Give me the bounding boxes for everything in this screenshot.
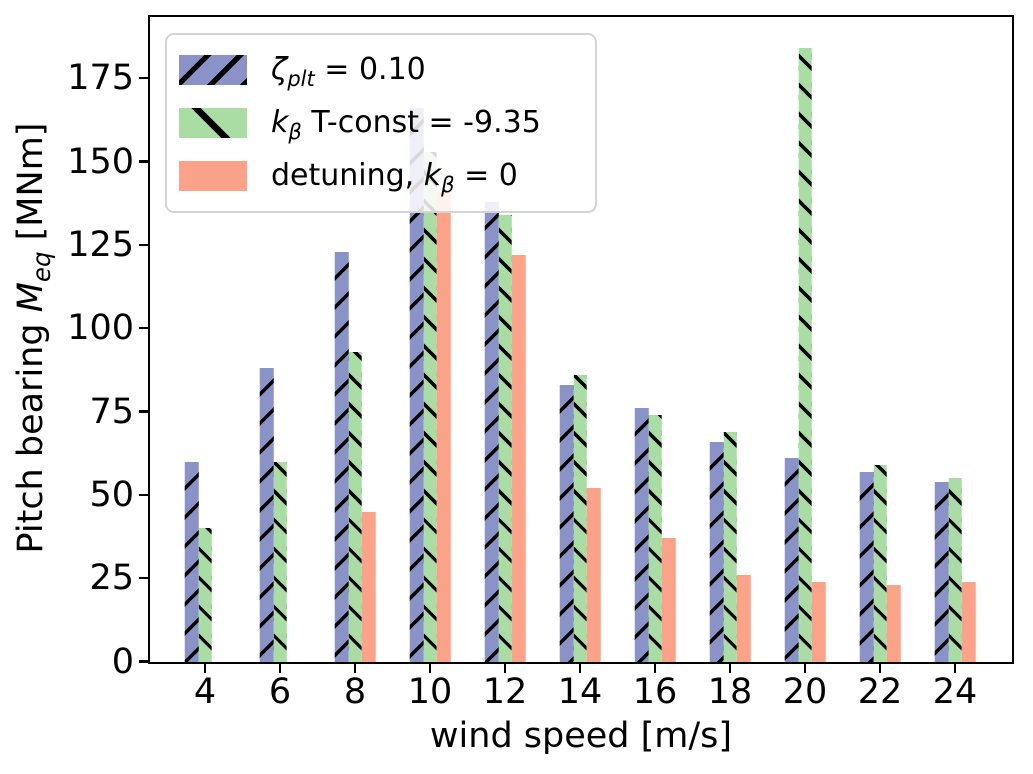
bar-series1-ws18 <box>723 431 737 662</box>
legend-item-zeta-plt: ζplt = 0.10 <box>179 51 583 91</box>
bar-series0-ws12 <box>484 201 499 662</box>
bar-series2-ws14 <box>586 488 601 662</box>
bar-group-6 <box>259 368 301 662</box>
bar-series0-ws14 <box>559 384 574 662</box>
x-tick-18 <box>728 664 732 673</box>
bar-series0-ws10 <box>409 108 424 662</box>
y-tick-label-25: 25 <box>89 558 134 599</box>
y-tick-50 <box>139 493 148 497</box>
y-axis-label-variable: M <box>11 282 51 313</box>
bar-group-20 <box>784 48 826 662</box>
y-tick-150 <box>139 160 148 163</box>
bar-series1-ws4 <box>198 528 212 662</box>
x-tick-label-16: 16 <box>632 672 678 712</box>
legend-swatch-salmon-icon <box>179 161 247 192</box>
y-tick-0 <box>139 660 148 663</box>
bar-series0-ws22 <box>859 471 874 662</box>
bar-series1-ws20 <box>798 48 812 662</box>
x-tick-12 <box>503 664 507 673</box>
bar-series1-ws10 <box>423 151 437 662</box>
y-tick-label-150: 150 <box>67 141 134 182</box>
x-tick-label-10: 10 <box>407 672 453 712</box>
bar-group-12 <box>484 201 526 662</box>
bar-series2-ws10 <box>436 191 451 662</box>
bar-group-4 <box>184 461 226 662</box>
x-tick-label-24: 24 <box>932 672 978 712</box>
y-axis-label-text: Pitch bearing <box>11 312 51 554</box>
bar-series2-ws12 <box>511 254 526 662</box>
bar-series1-ws14 <box>573 374 587 662</box>
y-tick-25 <box>139 576 148 580</box>
x-tick-20 <box>803 664 807 673</box>
bar-series0-ws24 <box>934 481 949 662</box>
y-tick-label-100: 100 <box>67 308 134 349</box>
bar-series1-ws8 <box>348 351 362 662</box>
x-tick-label-12: 12 <box>482 672 528 712</box>
x-tick-label-22: 22 <box>857 672 903 712</box>
bar-group-16 <box>634 408 676 662</box>
bar-group-8 <box>334 251 376 662</box>
x-tick-8 <box>353 664 357 673</box>
x-tick-16 <box>653 664 657 673</box>
legend-label-detuning: detuning, kβ = 0 <box>271 158 518 198</box>
y-tick-label-50: 50 <box>89 474 134 515</box>
y-tick-label-75: 75 <box>89 391 134 432</box>
bar-group-14 <box>559 374 601 662</box>
bar-series1-ws24 <box>948 478 962 662</box>
y-tick-label-175: 175 <box>67 58 134 99</box>
y-tick-125 <box>139 243 148 247</box>
legend-label-kbeta-tconst: kβ T-const = -9.35 <box>271 104 541 144</box>
bar-series2-ws24 <box>961 581 976 662</box>
y-tick-75 <box>139 410 148 413</box>
legend-label-zeta-plt: ζplt = 0.10 <box>271 51 426 91</box>
x-tick-10 <box>428 664 432 673</box>
bar-group-22 <box>859 464 901 662</box>
bar-group-24 <box>934 478 976 662</box>
x-tick-label-8: 8 <box>343 672 367 712</box>
x-tick-14 <box>578 664 582 673</box>
legend-swatch-green-hatch-icon <box>179 107 247 138</box>
legend-item-kbeta-tconst: kβ T-const = -9.35 <box>179 104 583 144</box>
y-tick-label-125: 125 <box>67 224 134 265</box>
bar-series2-ws22 <box>886 584 901 662</box>
x-tick-24 <box>953 664 957 673</box>
bar-series2-ws8 <box>361 511 376 662</box>
bar-series2-ws16 <box>661 538 676 662</box>
x-tick-label-20: 20 <box>782 672 828 712</box>
bar-series0-ws16 <box>634 408 649 662</box>
legend-item-detuning: detuning, kβ = 0 <box>179 158 583 198</box>
x-tick-6 <box>278 664 282 673</box>
y-axis-label-subscript: eq <box>27 251 56 283</box>
x-tick-22 <box>878 664 882 673</box>
x-tick-label-4: 4 <box>193 672 217 712</box>
y-tick-100 <box>139 326 148 330</box>
legend-swatch-blue-hatch-icon <box>179 54 247 85</box>
bar-series0-ws18 <box>709 441 724 662</box>
bar-series0-ws4 <box>184 461 199 662</box>
bar-group-18 <box>709 431 751 662</box>
y-axis-label-unit: [MNm] <box>11 122 51 252</box>
x-tick-label-14: 14 <box>557 672 603 712</box>
bar-series2-ws20 <box>811 581 826 662</box>
bar-series0-ws8 <box>334 251 349 662</box>
y-axis-label: Pitch bearing Meq [MNm] <box>9 0 56 688</box>
bar-series1-ws6 <box>273 461 287 662</box>
bar-group-10 <box>409 108 451 662</box>
bar-series0-ws20 <box>784 458 799 662</box>
bar-series2-ws18 <box>736 574 751 662</box>
legend: ζplt = 0.10 kβ T-const = -9.35 detuning,… <box>165 33 597 213</box>
x-tick-label-6: 6 <box>268 672 292 712</box>
x-tick-label-18: 18 <box>707 672 753 712</box>
bar-series1-ws22 <box>873 464 887 662</box>
y-tick-175 <box>139 76 148 80</box>
bar-series1-ws16 <box>648 414 662 662</box>
x-tick-4 <box>203 664 207 673</box>
bars-layer <box>151 18 1012 662</box>
bar-series0-ws6 <box>259 368 274 662</box>
y-tick-label-0: 0 <box>111 641 134 682</box>
x-axis-label: wind speed [m/s] <box>429 716 733 756</box>
bar-series1-ws12 <box>498 214 512 662</box>
